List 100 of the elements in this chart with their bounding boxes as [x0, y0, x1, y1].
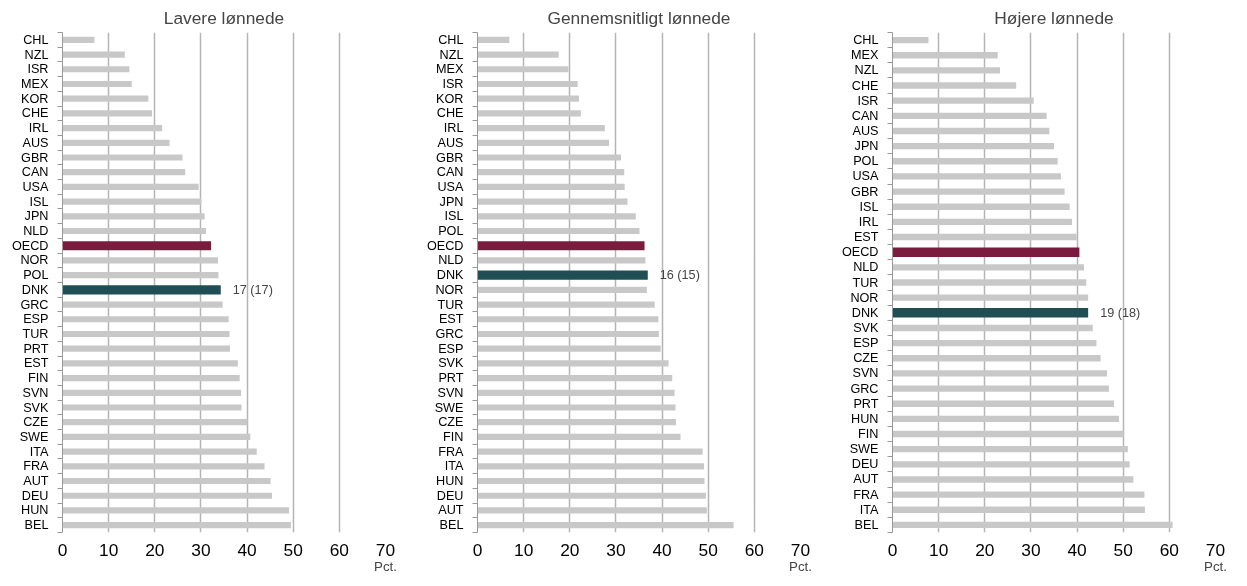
- y-tick-label: KOR: [21, 91, 49, 106]
- bar: [892, 52, 998, 59]
- y-tick-label: NOR: [850, 290, 879, 305]
- bar: [892, 461, 1130, 468]
- bar: [892, 97, 1034, 104]
- y-tick-label: POL: [853, 154, 879, 169]
- y-tick-label: AUT: [438, 503, 464, 518]
- y-tick-label: SVN: [22, 385, 49, 400]
- y-tick-label: OECD: [841, 245, 879, 260]
- bar: [892, 158, 1058, 165]
- y-tick-label: GRC: [850, 381, 879, 396]
- y-tick-label: USA: [22, 179, 50, 194]
- y-tick-label: MEX: [851, 48, 880, 63]
- bar: [892, 339, 1097, 347]
- bar: [892, 400, 1114, 407]
- bar: [62, 125, 163, 132]
- bar: [62, 301, 223, 308]
- y-tick-label: ESP: [438, 341, 464, 356]
- x-tick-label: 0: [472, 539, 483, 560]
- y-tick-label: BEL: [24, 518, 49, 533]
- bar: [477, 433, 681, 440]
- y-tick-label: GRC: [435, 326, 464, 341]
- x-tick-label: 50: [1113, 539, 1133, 560]
- bar: [62, 183, 199, 190]
- x-tick-label: 20: [975, 539, 995, 560]
- y-tick-label: GBR: [21, 150, 49, 165]
- bar: [62, 80, 132, 88]
- bar: [892, 218, 1072, 226]
- bar: [892, 445, 1128, 453]
- bar: [892, 294, 1089, 301]
- y-tick-label: DEU: [21, 488, 49, 503]
- x-tick-label: 50: [283, 539, 303, 560]
- y-tick-label: NZL: [439, 47, 464, 62]
- y-tick-label: USA: [437, 179, 465, 194]
- y-tick-label: CHL: [438, 32, 464, 47]
- x-tick-label: 70: [1205, 539, 1226, 560]
- bar: [477, 286, 647, 293]
- y-tick-label: NZL: [854, 63, 879, 78]
- bar: [477, 95, 580, 102]
- x-tick-label: 10: [929, 539, 949, 560]
- y-tick-label: NLD: [23, 224, 49, 239]
- y-tick-label: HUN: [851, 411, 879, 426]
- y-tick-label: IRL: [443, 121, 464, 136]
- y-tick-label: ISR: [857, 93, 879, 108]
- bar: [477, 477, 705, 485]
- bar: [62, 36, 95, 43]
- bar: [477, 227, 640, 235]
- bar: [62, 404, 242, 411]
- y-tick-label: SWE: [434, 400, 464, 415]
- x-tick-label: 60: [329, 539, 349, 560]
- bar: [892, 188, 1065, 195]
- y-tick-label: FRA: [23, 459, 50, 474]
- bar: [892, 127, 1050, 135]
- bar: [477, 463, 705, 470]
- y-tick-label: FIN: [28, 371, 49, 386]
- y-tick-label: DEU: [436, 488, 464, 503]
- bar: [62, 51, 125, 58]
- bar: [62, 419, 248, 426]
- y-tick-label: ISR: [442, 76, 464, 91]
- y-tick-label: ISL: [859, 199, 879, 214]
- bar: [477, 154, 621, 161]
- chart-title: Højere lønnede: [994, 7, 1114, 28]
- y-tick-label: CHL: [23, 32, 49, 47]
- bar: [477, 80, 578, 88]
- bar: [477, 330, 659, 338]
- bar: [892, 491, 1145, 498]
- bar: [892, 355, 1101, 362]
- y-tick-label: CZE: [23, 415, 49, 430]
- x-tick-label: 20: [145, 539, 165, 560]
- x-tick-label: 50: [698, 539, 718, 560]
- y-tick-label: CAN: [851, 108, 879, 123]
- x-tick-label: 10: [99, 539, 119, 560]
- y-tick-label: HUN: [21, 503, 49, 518]
- bar: [477, 139, 610, 146]
- y-tick-label: FIN: [443, 429, 464, 444]
- bar: [477, 169, 625, 176]
- y-tick-label: AUT: [23, 474, 49, 489]
- bar: [892, 324, 1093, 332]
- y-tick-label: POL: [438, 224, 464, 239]
- bar: [62, 345, 230, 352]
- y-tick-label: PRT: [438, 371, 464, 386]
- chart-title: Lavere lønnede: [163, 7, 285, 28]
- x-tick-label: 30: [1021, 539, 1041, 560]
- annotation: 16 (15): [659, 268, 700, 283]
- y-tick-label: EST: [23, 356, 49, 371]
- bar: [62, 522, 291, 529]
- y-tick-label: SVK: [23, 400, 50, 415]
- x-tick-label: 60: [744, 539, 764, 560]
- y-tick-label: CAN: [21, 165, 49, 180]
- y-tick-label: AUS: [22, 135, 49, 150]
- bar: [477, 522, 734, 529]
- y-tick-label: FIN: [858, 427, 879, 442]
- y-tick-label: IRL: [28, 121, 49, 136]
- bar: [62, 95, 149, 102]
- bar: [62, 169, 186, 176]
- y-tick-label: TUR: [22, 326, 49, 341]
- y-tick-label: ITA: [859, 502, 880, 517]
- bar: [477, 110, 581, 117]
- bar: [477, 257, 646, 264]
- bar: [477, 51, 559, 58]
